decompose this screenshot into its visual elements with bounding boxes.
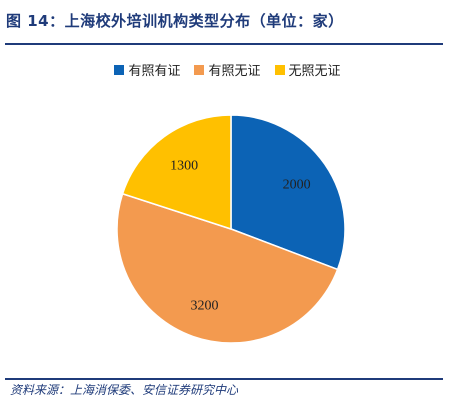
chart-title: 图 14：上海校外培训机构类型分布（单位：家） [6, 12, 344, 30]
legend-item-licensed-certified: 有照有证 [114, 60, 180, 79]
slice-value-label: 2000 [283, 178, 311, 193]
legend-item-licensed-uncertified: 有照无证 [194, 60, 261, 79]
slice-value-label: 3200 [191, 298, 219, 313]
top-rule [5, 43, 443, 45]
legend-item-unlicensed-uncertified: 无照无证 [274, 60, 341, 79]
pie-slice [121, 114, 232, 231]
pie-labels: 2000 3200 1300 [170, 158, 311, 313]
pie-slices [116, 114, 346, 344]
pie-slice [230, 114, 346, 271]
source-note: 资料来源：上海消保委、安信证券研究中心 [10, 383, 239, 397]
legend-swatch [274, 64, 285, 75]
slice-value-label: 1300 [170, 158, 198, 173]
bottom-rule [5, 378, 443, 380]
legend-swatch [194, 64, 205, 75]
legend: 有照有证 有照无证 无照无证 [0, 60, 455, 79]
legend-label: 有照无证 [208, 64, 261, 79]
legend-label: 有照有证 [128, 64, 181, 79]
pie-slice [116, 192, 339, 344]
legend-label: 无照无证 [288, 64, 341, 79]
legend-swatch [114, 64, 125, 75]
